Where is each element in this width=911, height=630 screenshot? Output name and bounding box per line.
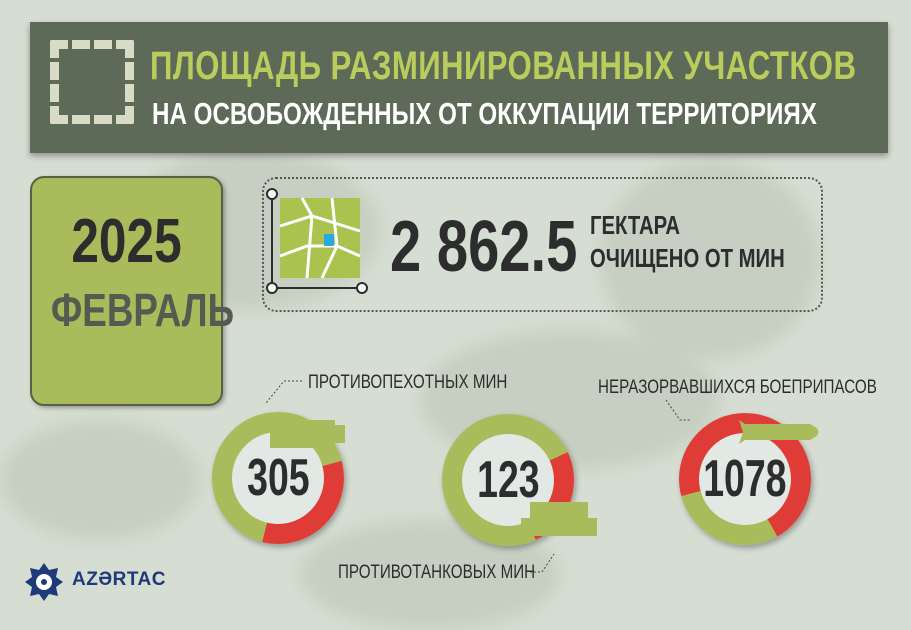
header-banner [30, 22, 888, 153]
dashed-leader-line [265, 380, 302, 404]
mine-base-icon [521, 518, 597, 536]
stat-label-uxo: НЕРАЗОРВАВШИХСЯ БОЕПРИПАСОВ [598, 377, 877, 398]
stat-label-antipersonnel: ПРОТИВОПЕХОТНЫХ МИН [308, 372, 508, 393]
mine-fuse-icon [333, 425, 345, 443]
title-line-2: НА ОСВОБОЖДЕННЫХ ОТ ОККУПАЦИИ ТЕРРИТОРИЯ… [152, 96, 817, 131]
dashed-frame-icon [50, 40, 134, 124]
year: 2025 [71, 207, 182, 276]
period-box: 2025 ФЕВРАЛЬ [30, 176, 235, 406]
shell-icon [739, 420, 819, 444]
dashed-leader-line [665, 399, 690, 421]
area-caption: ОЧИЩЕНО ОТ МИН [590, 243, 785, 273]
map-area-icon [266, 188, 368, 294]
stat-value-antitank: 123 [476, 451, 540, 509]
title-line-1: ПЛОЩАДЬ РАЗМИНИРОВАННЫХ УЧАСТКОВ [150, 44, 857, 88]
stat-label-antitank: ПРОТИВОТАНКОВЫХ МИН [338, 562, 536, 583]
azertac-logo-icon [25, 563, 63, 601]
dashed-leader-line [530, 553, 555, 573]
area-unit: ГЕКТАРА [590, 210, 681, 240]
donut-antipersonnel: 305 [212, 412, 344, 544]
month: ФЕВРАЛЬ [50, 284, 235, 336]
stat-value-antipersonnel: 305 [246, 449, 310, 507]
stat-value-uxo: 1078 [703, 450, 787, 508]
azertac-logo: AZƏRTAC [72, 569, 166, 590]
area-value: 2 862.5 [390, 207, 578, 287]
antitank-mine-icon [530, 502, 588, 522]
area-box [262, 177, 823, 312]
antipersonnel-mine-icon [270, 420, 335, 448]
